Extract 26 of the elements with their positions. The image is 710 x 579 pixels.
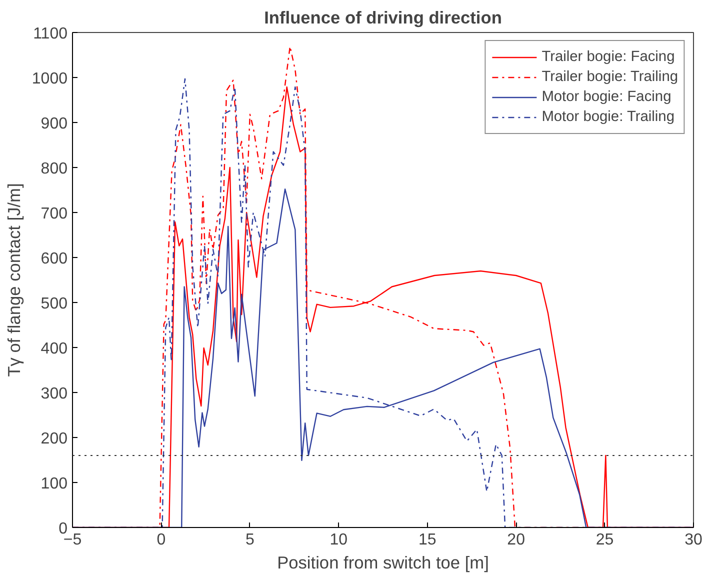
x-tick-label: 20 [507, 532, 526, 548]
x-tick-label: 30 [684, 532, 702, 548]
y-tick-label: 1100 [33, 26, 68, 42]
y-tick-label: 100 [40, 476, 68, 492]
y-tick-label: 700 [40, 206, 68, 222]
y-tick-label: 800 [40, 160, 68, 178]
y-tick-label: 300 [40, 386, 68, 402]
y-tick-label: 400 [40, 340, 68, 358]
x-tick-label: 0 [156, 532, 166, 548]
y-axis-title: Tγ of flange contact [J/m] [4, 183, 24, 377]
x-tick-label: 10 [330, 532, 348, 548]
y-tick-label: 600 [40, 250, 68, 268]
legend-label: Trailer bogie: Trailing [542, 69, 678, 85]
legend-label: Trailer bogie: Facing [542, 49, 675, 65]
chart-title: Influence of driving direction [264, 8, 502, 28]
x-tick-label: 25 [596, 532, 614, 548]
x-tick-label: 5 [245, 532, 254, 548]
y-tick-label: 0 [58, 520, 68, 538]
legend-label: Motor bogie: Facing [542, 89, 672, 105]
y-tick-label: 200 [40, 430, 68, 448]
y-tick-label: 1000 [32, 70, 68, 88]
y-tick-label: 500 [40, 296, 68, 312]
legend-label: Motor bogie: Trailing [542, 109, 674, 125]
y-tick-label: 900 [40, 116, 68, 132]
x-axis-title: Position from switch toe [m] [277, 552, 489, 572]
x-tick-label: 15 [418, 532, 436, 548]
